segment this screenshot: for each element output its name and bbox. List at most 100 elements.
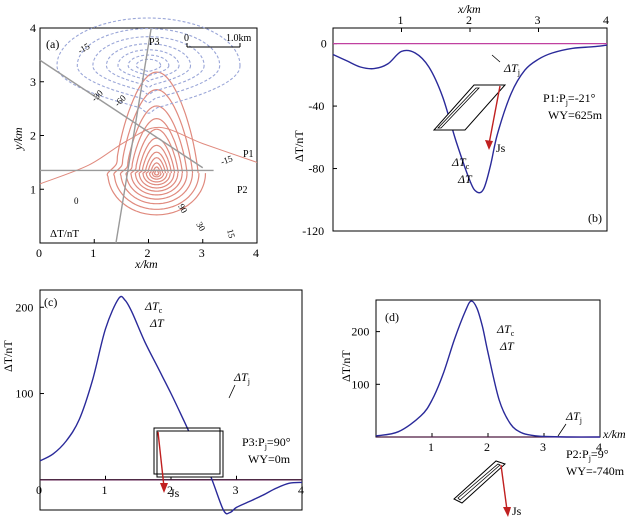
curve-label-2: ΔT xyxy=(457,172,473,186)
panel-d-xlabel: x/km xyxy=(602,427,626,441)
profile-label-p3: P3 xyxy=(149,37,160,48)
curve-label: ΔTc xyxy=(496,322,515,338)
magnetization-arrowhead xyxy=(160,483,168,493)
y-tick-label: 0 xyxy=(321,37,327,51)
wy-value: WY=0m xyxy=(248,452,291,466)
positive-contour xyxy=(134,137,179,192)
baseline-pointer xyxy=(491,54,501,63)
wy-value: WY=625m xyxy=(548,108,603,122)
panel-a-ticks: 0 1 2 3 4 1 2 3 4 xyxy=(30,21,259,260)
arrow-label: Js xyxy=(496,141,506,155)
positive-contour xyxy=(125,117,188,200)
baseline-label: ΔTj xyxy=(503,61,520,77)
panel-d-label: (d) xyxy=(385,310,399,324)
panel-a-ylabel: y/km xyxy=(11,127,25,151)
negative-contour xyxy=(117,49,180,83)
arrow-label: Js xyxy=(170,486,180,500)
baseline-label: ΔTj xyxy=(233,370,250,386)
panel-a-contours xyxy=(39,17,258,216)
x-tick-label: 4 xyxy=(298,483,304,497)
panel-b-plot xyxy=(332,42,608,194)
x-tick-label: 4 xyxy=(253,246,259,260)
profile-info: P3:Pj=90° xyxy=(242,435,291,451)
panel-a: 0 1 2 3 4 1 2 3 4 (a) ΔT/nT x/km y/km 0 1.0km P3… xyxy=(11,17,259,271)
negative-contour xyxy=(92,36,205,96)
panel-b: 1 2 3 4 0 -40 -80 -120 x/km ΔT/nT (b) ΔTj ΔTc Δ… xyxy=(292,2,609,238)
positive-contour xyxy=(130,128,183,196)
negative-contour xyxy=(76,28,221,104)
x-tick-label: 3 xyxy=(233,483,239,497)
dyke-edge xyxy=(457,463,501,501)
panel-b-frame xyxy=(332,27,608,232)
profile-label-p1: P1 xyxy=(243,149,254,160)
negative-contour xyxy=(56,17,241,114)
contour-label: -15 xyxy=(219,153,234,167)
curve-label-2: ΔT xyxy=(149,316,165,330)
y-tick-label: 2 xyxy=(30,129,36,143)
panel-b-xlabel: x/km xyxy=(457,2,481,16)
positive-contour xyxy=(119,105,193,205)
x-tick-label: 1 xyxy=(398,13,404,27)
magnetization-arrowhead xyxy=(485,140,493,150)
positive-contour xyxy=(106,71,207,216)
y-tick-label: -40 xyxy=(308,99,324,113)
panel-c-frame xyxy=(39,289,303,511)
scale-bar-end: 1.0km xyxy=(226,33,252,44)
positive-contour xyxy=(151,166,162,178)
panel-d-plot xyxy=(375,300,601,438)
baseline-pointer xyxy=(557,423,567,437)
profile-line-p1 xyxy=(39,59,204,169)
contour-label: 0 xyxy=(74,196,79,206)
x-tick-label: 0 xyxy=(36,246,42,260)
x-tick-label: 4 xyxy=(603,13,609,27)
arrow-label: Js xyxy=(512,504,522,518)
series-anomaly xyxy=(39,295,303,515)
magnetization-arrow xyxy=(488,85,501,145)
x-tick-label: 1 xyxy=(102,483,108,497)
block-inner xyxy=(153,427,221,475)
magnetization-arrow xyxy=(157,431,165,488)
positive-contour xyxy=(138,144,175,189)
y-tick-label: 3 xyxy=(30,75,36,89)
series-anomaly xyxy=(375,300,601,438)
y-tick-label: 200 xyxy=(15,300,33,314)
positive-contour xyxy=(148,162,165,180)
negative-contour xyxy=(127,54,170,77)
y-tick-label: 1 xyxy=(30,182,36,196)
profile-line-p3 xyxy=(115,27,152,244)
baseline-pointer xyxy=(228,384,236,399)
positive-contour xyxy=(113,88,200,210)
curve-label-2: ΔT xyxy=(499,339,515,353)
x-tick-label: 3 xyxy=(535,13,541,27)
y-tick-label: 200 xyxy=(351,325,369,339)
y-tick-label: 100 xyxy=(15,387,33,401)
baseline-label: ΔTj xyxy=(565,409,582,425)
x-tick-label: 4 xyxy=(596,440,602,454)
negative-contour xyxy=(105,43,192,89)
panel-c-label: (c) xyxy=(44,295,57,309)
panel-b-ticks: 1 2 3 4 0 -40 -80 -120 xyxy=(302,13,609,238)
x-tick-label: 1 xyxy=(90,246,96,260)
profile-label-p2: P2 xyxy=(237,185,248,196)
panel-c-ylabel: ΔT/nT xyxy=(1,340,15,372)
wy-value: WY=-740m xyxy=(566,464,625,478)
x-tick-label: 3 xyxy=(199,246,205,260)
block-body xyxy=(156,430,224,478)
dyke-edge xyxy=(437,87,480,129)
contour-label: -15 xyxy=(76,41,92,56)
x-tick-label: 2 xyxy=(145,246,151,260)
y-tick-label: -80 xyxy=(308,162,324,176)
panel-a-xlabel: x/km xyxy=(134,257,158,271)
scale-bar-start: 0 xyxy=(184,33,189,44)
x-tick-label: 2 xyxy=(167,483,173,497)
contour-label: -60 xyxy=(112,93,128,109)
x-tick-label: 0 xyxy=(36,483,42,497)
contour-label: 30 xyxy=(194,220,207,233)
y-tick-label: -120 xyxy=(302,224,324,238)
panel-d: 1 2 3 4 100 200 ΔT/nT x/km (d) ΔTc ΔT ΔTj P2:… xyxy=(339,299,626,518)
y-tick-label: 4 xyxy=(30,21,36,35)
x-tick-label: 1 xyxy=(428,440,434,454)
panel-a-unit-label: ΔT/nT xyxy=(50,228,79,240)
panel-a-profiles xyxy=(39,27,214,244)
